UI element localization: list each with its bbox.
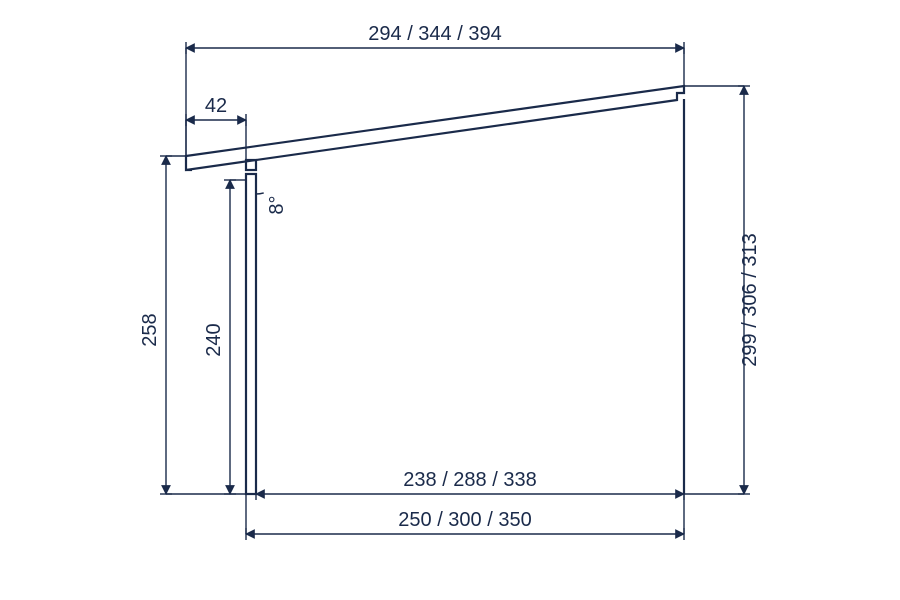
angle-label: 8° bbox=[266, 195, 288, 214]
dim-top-inner-label: 42 bbox=[205, 95, 227, 117]
dim-right-label: 299 / 306 / 313 bbox=[739, 233, 761, 366]
angle-arc bbox=[256, 193, 264, 194]
roof-beam bbox=[186, 86, 684, 170]
dim-bottom-outer-label: 250 / 300 / 350 bbox=[398, 509, 531, 531]
dim-left-inner-label: 240 bbox=[203, 323, 225, 356]
support-post bbox=[246, 174, 256, 494]
dim-left-outer-label: 258 bbox=[139, 313, 161, 346]
technical-drawing: 8° 294 / 344 / 394 42 258 240 299 / 306 / 313… bbox=[0, 0, 900, 600]
dim-bottom-inner-label: 238 / 288 / 338 bbox=[403, 469, 536, 491]
dim-top-outer-label: 294 / 344 / 394 bbox=[368, 23, 501, 45]
